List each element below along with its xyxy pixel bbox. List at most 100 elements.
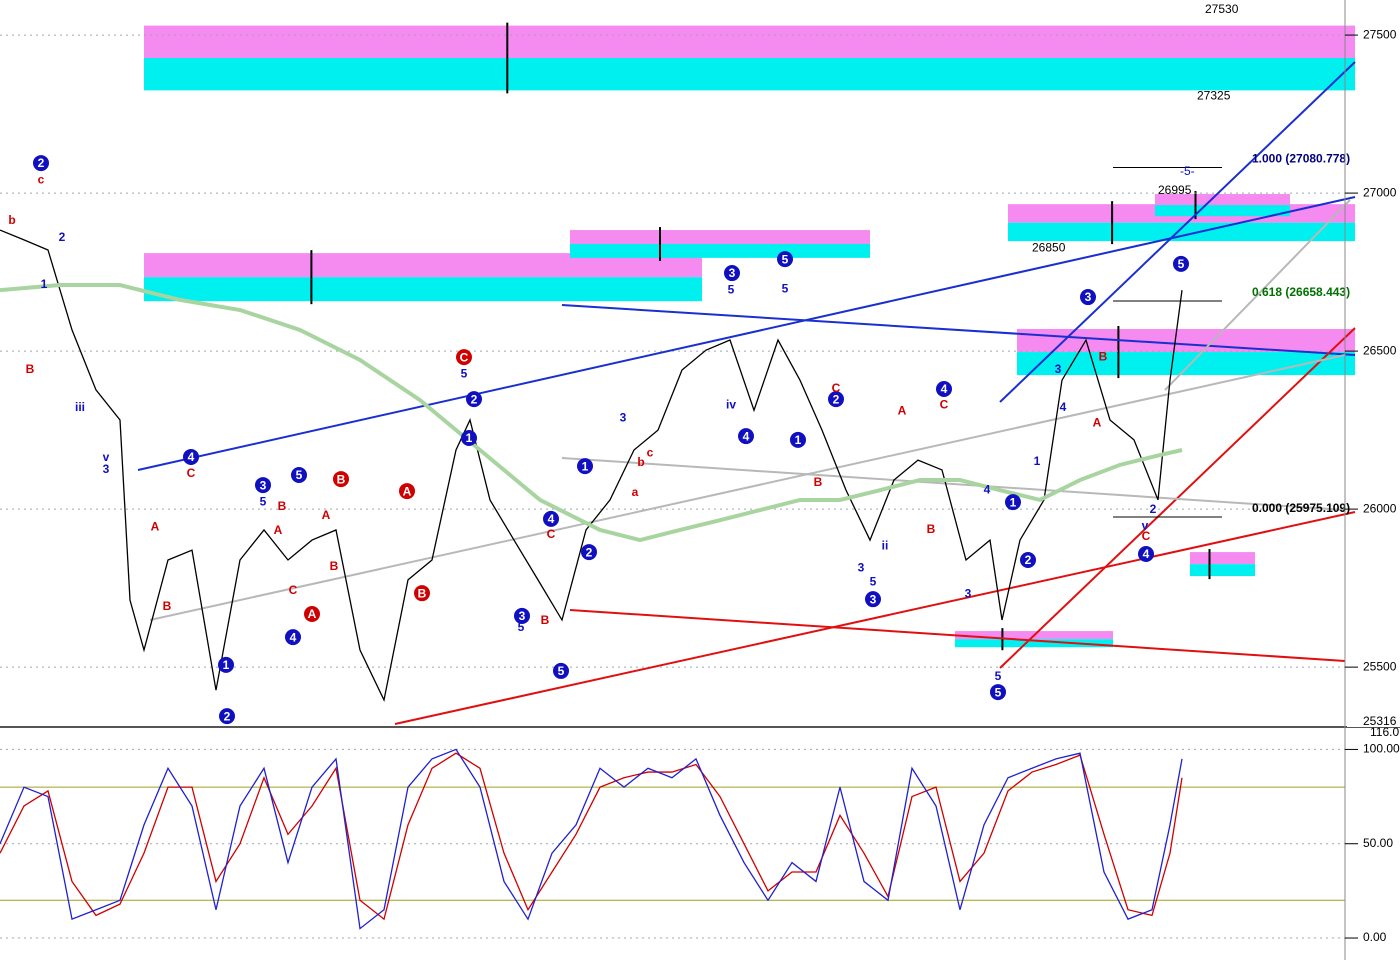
wave-label: 2: [59, 230, 66, 244]
zone-upper: [1017, 328, 1355, 353]
wave-label: 3: [965, 586, 972, 600]
wave-circle: [456, 349, 472, 366]
y-tick-label: 0.00: [1363, 930, 1387, 944]
wave-circle: [1005, 494, 1021, 511]
wave-label: 5: [518, 620, 525, 634]
zone-upper: [1155, 194, 1290, 206]
wave-label: C: [187, 466, 196, 480]
wave-label: 5: [995, 685, 1002, 699]
wave-label: c: [38, 172, 45, 186]
series-line: [0, 752, 1183, 921]
wave-label: a: [632, 485, 639, 499]
wave-label: 5: [260, 494, 267, 508]
wave-circle: [543, 510, 559, 527]
price-label: 26995: [1158, 183, 1192, 197]
wave-circle: [724, 265, 740, 282]
wave-label: B: [163, 599, 172, 613]
wave-circle: [1173, 255, 1189, 272]
wave-label: A: [274, 523, 283, 537]
wave-circle: [1080, 289, 1096, 306]
wave-circle: [304, 606, 320, 623]
wave-label: 1: [582, 459, 589, 473]
wave-circle: [581, 544, 597, 561]
wave-label: 2: [1025, 553, 1032, 567]
trend-line: [149, 354, 1346, 621]
wave-label: 3: [103, 462, 110, 476]
wave-circle: [1138, 545, 1154, 562]
wave-label: C: [547, 527, 556, 541]
wave-circle: [1020, 551, 1036, 568]
wave-label: b: [637, 455, 644, 469]
wave-label: 2: [1150, 502, 1157, 516]
wave-circle: [219, 708, 235, 725]
wave-circle: [466, 391, 482, 408]
wave-label: 4: [1143, 547, 1150, 561]
trend-line: [561, 304, 1356, 356]
y-tick-label: 50.00: [1363, 836, 1393, 850]
wave-circle: [183, 448, 199, 465]
wave-label: B: [418, 586, 427, 600]
wave-label: b: [8, 213, 15, 227]
y-tick-label: 26000: [1363, 501, 1397, 515]
wave-label: 3: [260, 478, 267, 492]
y-tick-label: 26500: [1363, 343, 1397, 357]
wave-circle: [461, 430, 477, 447]
zone-lower: [144, 57, 1355, 91]
wave-label: A: [308, 607, 317, 621]
wave-label: iv: [726, 397, 736, 411]
trend-line: [394, 511, 1356, 725]
series-line: [0, 748, 1183, 930]
wave-label: 5: [1178, 257, 1185, 271]
axis: 25500 26000 26500 27000 27500 25316 0.00 50.00 1…: [1345, 27, 1400, 944]
wave-label: c: [647, 445, 654, 459]
wave-circle: [777, 251, 793, 268]
wave-circle: [291, 466, 307, 483]
wave-label: 2: [38, 156, 45, 170]
y-tick-label: 27000: [1363, 185, 1397, 199]
wave-label: B: [541, 613, 550, 627]
wave-label: 1: [1010, 495, 1017, 509]
last-price-box: [1347, 716, 1400, 727]
wave-circle: [414, 585, 430, 602]
wave-label: B: [337, 472, 346, 486]
zone-lower: [570, 243, 870, 258]
wave-label: ii: [882, 538, 889, 552]
wave-label: C: [832, 381, 841, 395]
wave-label: C: [940, 397, 949, 411]
wave-label: B: [330, 559, 339, 573]
wave-label: 1: [41, 277, 48, 291]
wave-circle: [936, 381, 952, 398]
wave-label: B: [814, 475, 823, 489]
wave-label: C: [289, 583, 298, 597]
wave-circle: [577, 458, 593, 475]
wave-label: A: [1093, 415, 1102, 429]
wave-label: 4: [941, 382, 948, 396]
wave-circle: [285, 629, 301, 646]
price-label: 27325: [1197, 89, 1231, 103]
wave-label: B: [927, 522, 936, 536]
wave-circle: [255, 477, 271, 494]
trend-line: [999, 61, 1356, 403]
y-tick-label: 25500: [1363, 659, 1397, 673]
wave-label: 5: [995, 669, 1002, 683]
wave-circle: [333, 471, 349, 488]
fib-label: 1.000 (27080.778): [1252, 152, 1350, 166]
wave-label: 1: [1034, 454, 1041, 468]
wave-label: 5: [782, 281, 789, 295]
wave-label: 3: [1055, 362, 1062, 376]
wave-label: 4: [548, 512, 555, 526]
wave-circle: [33, 155, 49, 172]
series-line: [0, 229, 1183, 703]
trend-line: [1164, 199, 1351, 391]
wave-label: 4: [1060, 400, 1067, 414]
wave-label: 3: [870, 592, 877, 606]
last-price: 25316: [1363, 714, 1397, 728]
price-label: 27530: [1205, 2, 1239, 16]
wave-label: 5: [461, 366, 468, 380]
wave-label: A: [403, 484, 412, 498]
zone-upper: [570, 230, 870, 244]
wave-label: 2: [224, 709, 231, 723]
wave-label: 3: [519, 609, 526, 623]
